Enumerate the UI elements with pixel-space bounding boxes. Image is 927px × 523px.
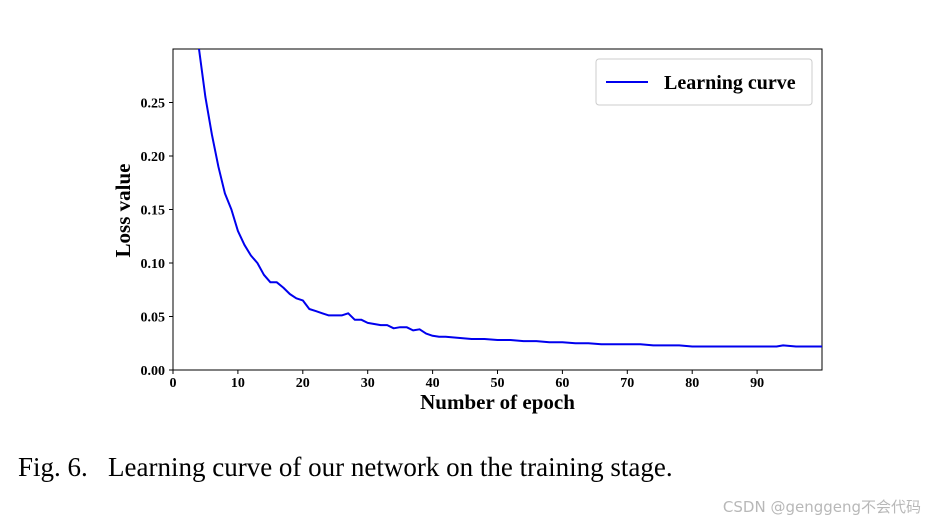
x-tick-label: 50 xyxy=(491,376,505,391)
legend-box xyxy=(595,58,813,106)
y-tick-label: 0.15 xyxy=(141,204,166,219)
x-tick-label: 60 xyxy=(555,376,569,391)
x-tick-label: 80 xyxy=(685,376,699,391)
y-axis-title: Loss value xyxy=(111,164,135,258)
y-tick-label: 0.25 xyxy=(141,97,166,112)
watermark: CSDN @genggeng不会代码 xyxy=(722,498,921,516)
series-line xyxy=(198,49,822,348)
chart: 0 10 20 30 40 50 60 70 80 90 0.00 0.05 0.10 0.15 0.20… xyxy=(111,48,823,414)
legend-label: Learning curve xyxy=(664,72,796,94)
x-tick-label: 70 xyxy=(620,376,634,391)
x-tick-label: 30 xyxy=(361,376,375,391)
x-axis: 0 10 20 30 40 50 60 70 80 90 xyxy=(170,370,764,391)
series-layer xyxy=(198,49,822,348)
x-tick-label: 40 xyxy=(426,376,440,391)
figure-caption: Fig. 6. Learning curve of our network on… xyxy=(18,452,673,482)
y-tick-label: 0.00 xyxy=(141,364,166,379)
x-tick-label: 10 xyxy=(231,376,245,391)
y-tick-label: 0.05 xyxy=(141,311,166,326)
y-tick-label: 0.10 xyxy=(141,257,166,272)
y-axis: 0.00 0.05 0.10 0.15 0.20 0.25 xyxy=(141,97,173,379)
x-tick-label: 20 xyxy=(296,376,310,391)
x-axis-title: Number of epoch xyxy=(420,390,575,414)
legend: Learning curve xyxy=(595,58,813,106)
y-tick-label: 0.20 xyxy=(141,150,166,165)
x-tick-label: 0 xyxy=(170,376,177,391)
x-tick-label: 90 xyxy=(750,376,764,391)
